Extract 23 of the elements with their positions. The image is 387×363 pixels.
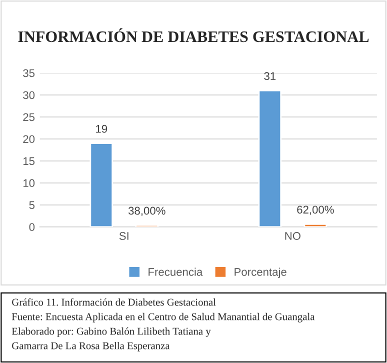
legend-label: Frecuencia [148,268,203,276]
bar [90,142,114,227]
y-tick-label: 0 [29,223,35,232]
y-tick-label: 35 [23,69,35,78]
bar [258,90,282,227]
text: Gamarra De La Rosa Bella Esperanza [12,342,170,352]
text: Elaborado por: Gabino Balón Lilibeth Tatiana y [12,327,211,337]
data-label: 31 [264,72,276,80]
y-tick-label: 15 [23,157,35,166]
source-note: Fuente: Encuesta Aplicada en el Centro de Salud Manantial de Guangala [12,312,315,322]
y-tick-label: 20 [23,135,35,144]
data-label: 62,00% [297,206,334,215]
y-tick-label: 25 [23,113,35,122]
chart-title: INFORMACIÓN DE DIABETES GESTACIONAL [18,28,369,42]
x-tick-label: NO [285,232,300,240]
y-tick-label: 5 [29,201,35,210]
data-label: 38,00% [128,206,166,216]
data-label: 19 [96,124,108,133]
y-tick-label: 30 [23,91,35,100]
text: Gráfico 11. Información de Diabetes Gestacional [12,298,216,306]
x-tick-label: SI [119,232,128,240]
y-tick-label: 10 [23,179,35,188]
legend-label: Porcentaje [234,268,286,278]
